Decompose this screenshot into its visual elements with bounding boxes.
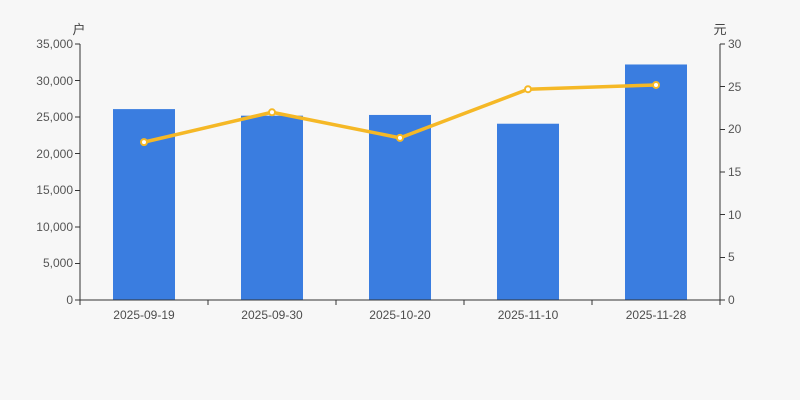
left-axis-tick-label: 0 [66, 293, 73, 307]
x-axis-category-label: 2025-10-20 [369, 308, 431, 322]
left-axis-tick-label: 10,000 [36, 219, 73, 234]
line-marker [268, 108, 276, 117]
left-axis-unit-label: 户 [72, 22, 86, 37]
line-marker [140, 138, 148, 147]
left-axis-tick-label: 25,000 [36, 110, 73, 125]
line-marker [524, 85, 532, 94]
line-marker [652, 80, 660, 89]
bar [497, 123, 559, 301]
bar [625, 64, 687, 300]
line-marker [396, 133, 404, 142]
right-axis-tick-label: 5 [728, 250, 735, 265]
x-axis-category-label: 2025-11-10 [497, 308, 559, 322]
bar [369, 114, 431, 300]
left-axis-tick-label: 35,000 [36, 37, 73, 51]
right-axis-tick-label: 25 [728, 79, 742, 94]
left-axis-tick-label: 30,000 [36, 73, 73, 88]
right-axis-tick-label: 0 [728, 293, 735, 307]
right-axis-tick-label: 30 [728, 37, 742, 51]
x-axis-category-label: 2025-09-19 [113, 308, 175, 322]
x-axis-category-label: 2025-09-30 [241, 308, 303, 322]
left-axis-tick-label: 20,000 [36, 146, 73, 161]
left-axis-tick-label: 5,000 [42, 256, 73, 271]
bar [241, 115, 303, 301]
right-axis-tick-label: 15 [728, 165, 742, 179]
right-axis-tick-label: 20 [728, 122, 742, 137]
left-axis-tick-label: 15,000 [36, 183, 73, 198]
right-axis-tick-label: 10 [728, 207, 742, 222]
x-axis-category-label: 2025-11-28 [625, 308, 687, 322]
right-axis-unit-label: 元 [713, 22, 727, 37]
